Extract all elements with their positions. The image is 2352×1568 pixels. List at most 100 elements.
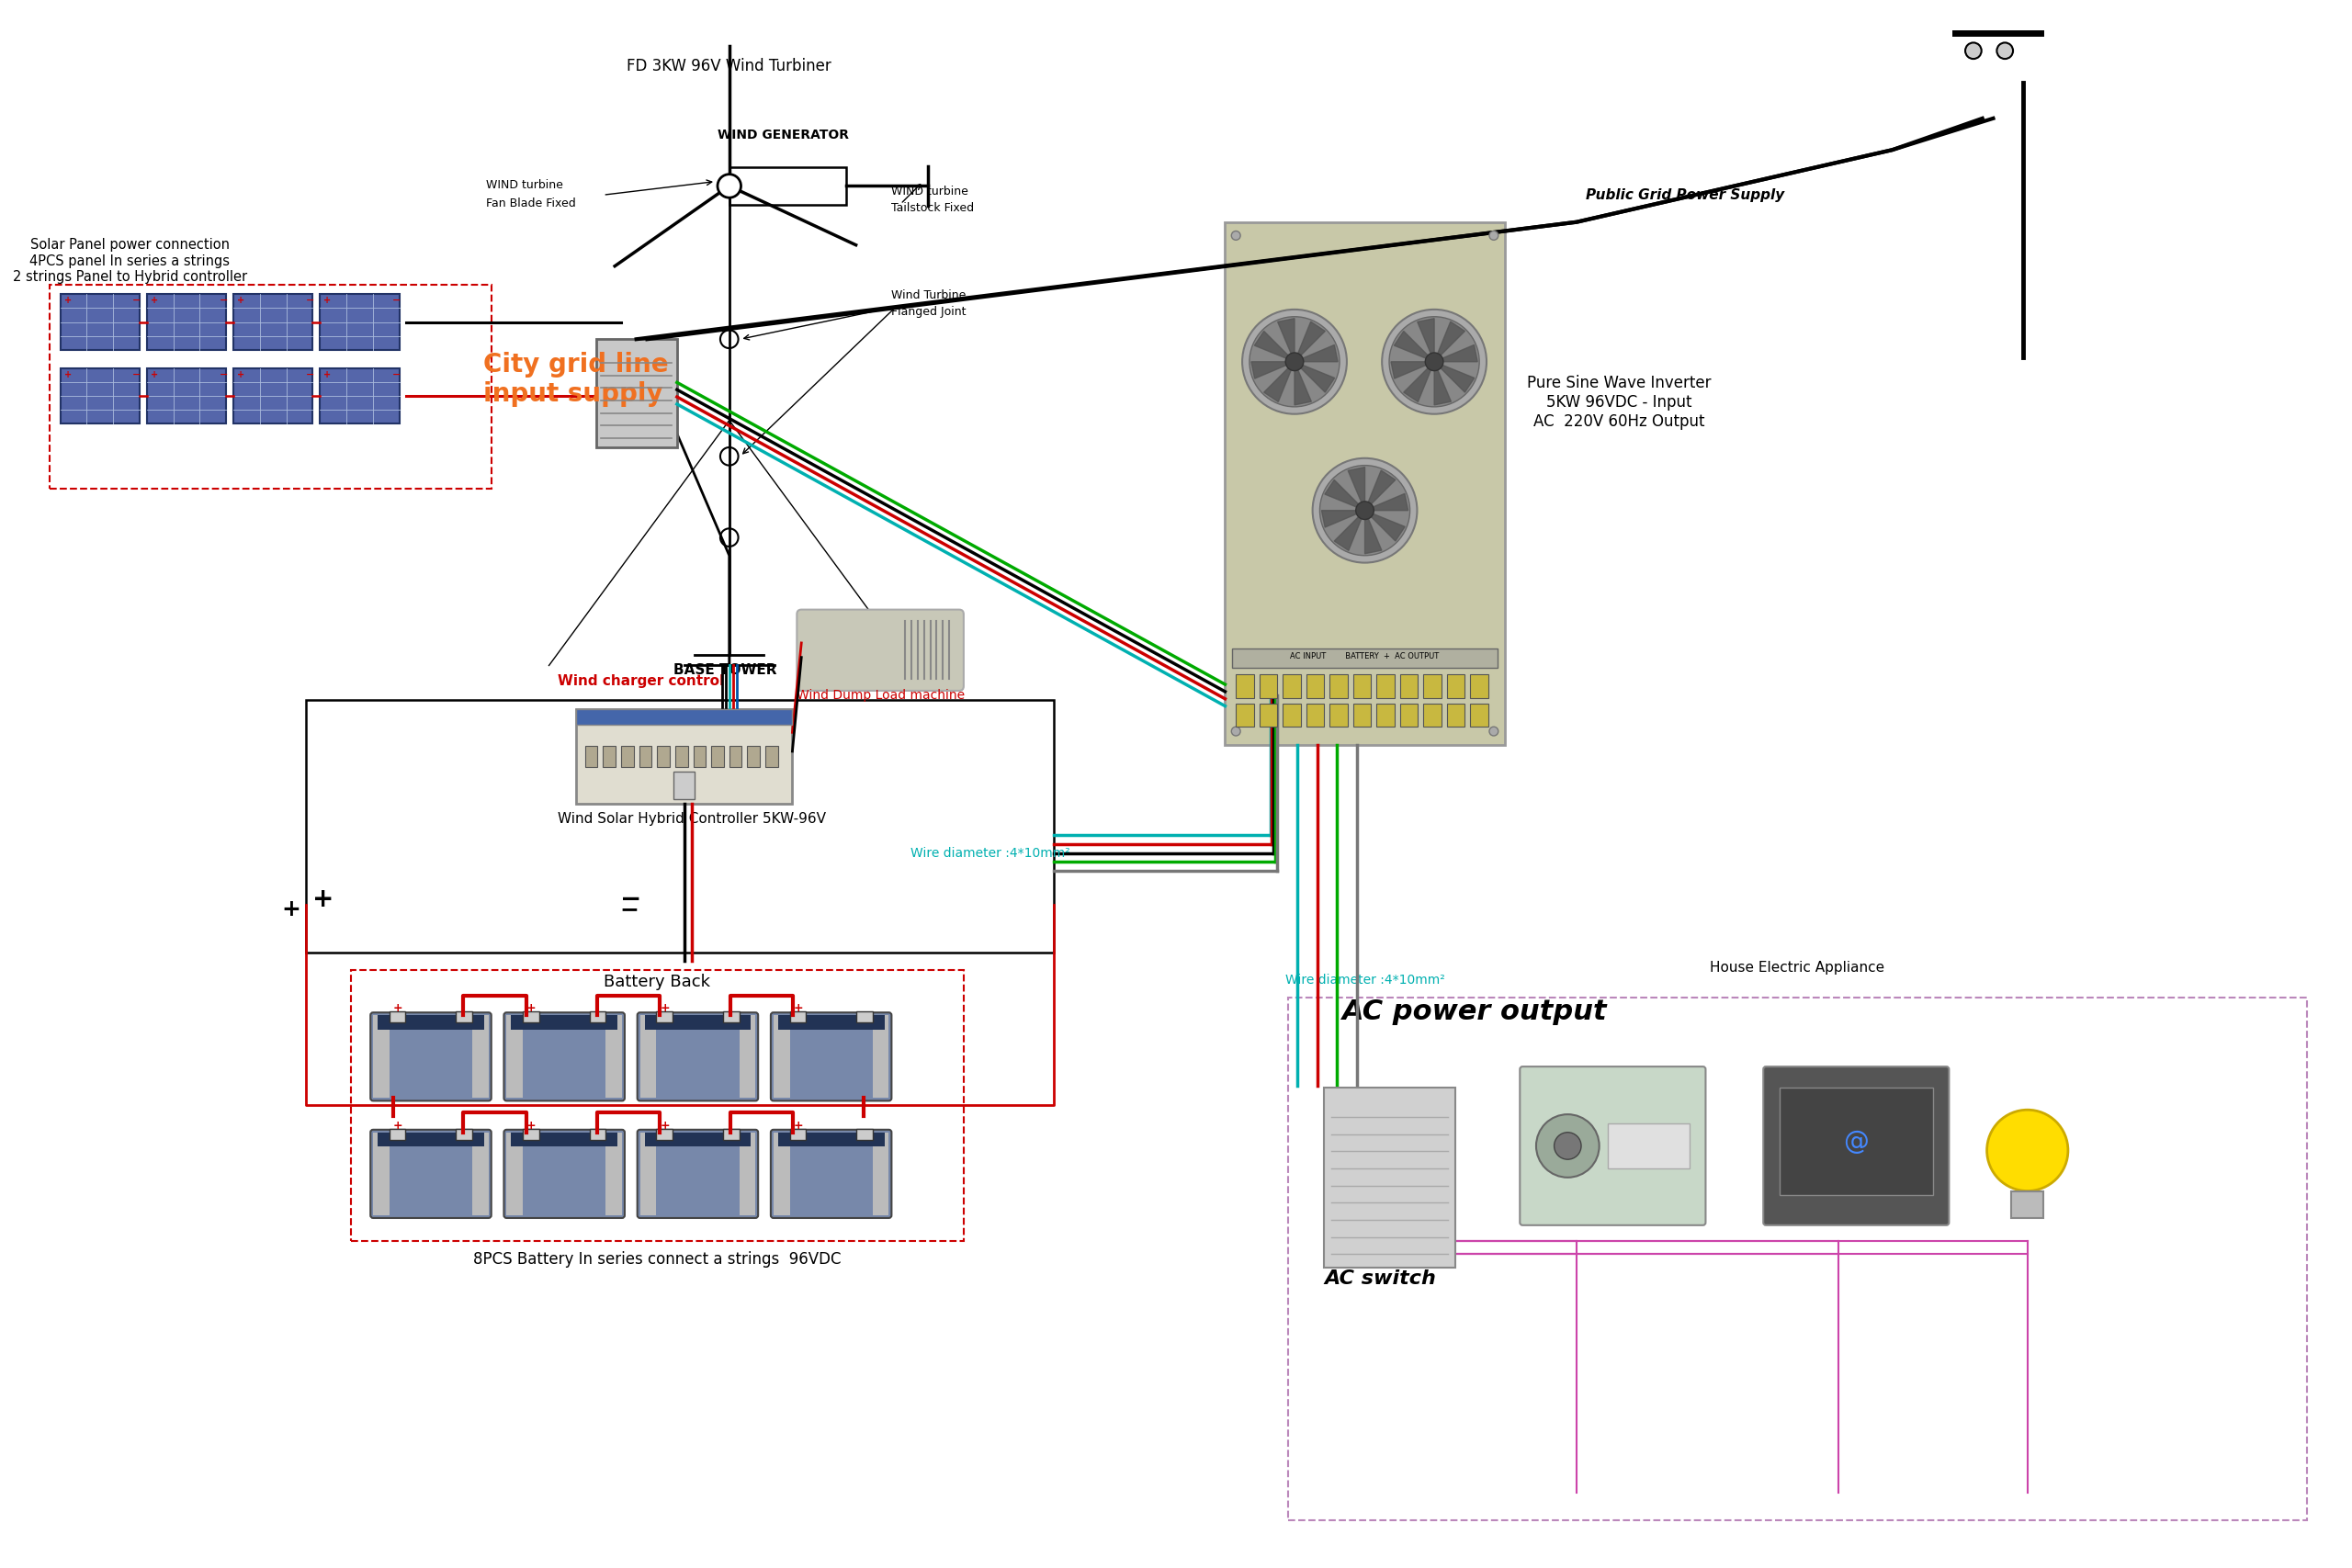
- FancyBboxPatch shape: [873, 1132, 889, 1215]
- Polygon shape: [1439, 364, 1475, 392]
- Circle shape: [1425, 353, 1444, 370]
- FancyBboxPatch shape: [1258, 704, 1277, 726]
- Text: +: +: [313, 887, 334, 913]
- FancyBboxPatch shape: [729, 168, 847, 205]
- Text: +: +: [793, 1002, 802, 1014]
- FancyBboxPatch shape: [1305, 674, 1324, 698]
- FancyBboxPatch shape: [510, 1132, 619, 1146]
- FancyBboxPatch shape: [1780, 1087, 1933, 1195]
- Text: −: −: [621, 898, 640, 920]
- FancyBboxPatch shape: [320, 295, 400, 350]
- Circle shape: [1287, 353, 1303, 370]
- FancyBboxPatch shape: [764, 746, 779, 767]
- FancyBboxPatch shape: [1282, 704, 1301, 726]
- FancyBboxPatch shape: [739, 1014, 755, 1098]
- FancyBboxPatch shape: [456, 1011, 473, 1022]
- Polygon shape: [1301, 345, 1338, 362]
- FancyBboxPatch shape: [644, 1014, 750, 1030]
- Circle shape: [1489, 726, 1498, 735]
- Text: Pure Sine Wave Inverter
5KW 96VDC - Input
AC  220V 60Hz Output: Pure Sine Wave Inverter 5KW 96VDC - Inpu…: [1526, 375, 1712, 430]
- Text: AC switch: AC switch: [1324, 1269, 1437, 1287]
- Text: +: +: [238, 296, 245, 306]
- FancyBboxPatch shape: [873, 1014, 889, 1098]
- Circle shape: [1536, 1115, 1599, 1178]
- Polygon shape: [1251, 362, 1289, 378]
- Circle shape: [1966, 42, 1980, 60]
- Text: −: −: [306, 296, 315, 306]
- FancyBboxPatch shape: [774, 1014, 790, 1098]
- FancyBboxPatch shape: [1399, 704, 1418, 726]
- FancyBboxPatch shape: [503, 1129, 626, 1218]
- Text: +: +: [527, 1002, 536, 1014]
- Text: −: −: [132, 370, 141, 379]
- FancyBboxPatch shape: [390, 1129, 405, 1140]
- Text: Wind charger control: Wind charger control: [557, 674, 724, 688]
- FancyBboxPatch shape: [694, 746, 706, 767]
- FancyBboxPatch shape: [590, 1011, 607, 1022]
- FancyBboxPatch shape: [1329, 704, 1348, 726]
- FancyBboxPatch shape: [771, 1013, 891, 1101]
- FancyBboxPatch shape: [61, 368, 139, 423]
- Circle shape: [1319, 466, 1409, 555]
- FancyBboxPatch shape: [673, 771, 694, 798]
- Circle shape: [720, 528, 739, 547]
- FancyBboxPatch shape: [1235, 704, 1254, 726]
- Text: FD 3KW 96V Wind Turbiner: FD 3KW 96V Wind Turbiner: [628, 58, 833, 74]
- FancyBboxPatch shape: [1305, 704, 1324, 726]
- FancyBboxPatch shape: [379, 1132, 485, 1146]
- FancyBboxPatch shape: [1324, 1087, 1456, 1267]
- FancyBboxPatch shape: [621, 746, 633, 767]
- FancyBboxPatch shape: [1225, 223, 1505, 745]
- FancyBboxPatch shape: [1329, 674, 1348, 698]
- FancyBboxPatch shape: [640, 1014, 656, 1098]
- FancyBboxPatch shape: [390, 1011, 405, 1022]
- Text: Wind Solar Hybrid Controller 5KW-96V: Wind Solar Hybrid Controller 5KW-96V: [557, 812, 826, 826]
- Text: +: +: [661, 1120, 670, 1132]
- FancyBboxPatch shape: [590, 1129, 607, 1140]
- Circle shape: [720, 447, 739, 466]
- Polygon shape: [1437, 321, 1465, 356]
- Circle shape: [1242, 309, 1348, 414]
- FancyBboxPatch shape: [522, 1129, 539, 1140]
- FancyBboxPatch shape: [233, 368, 313, 423]
- FancyBboxPatch shape: [522, 1011, 539, 1022]
- Polygon shape: [1277, 318, 1294, 354]
- Text: −: −: [393, 370, 400, 379]
- FancyBboxPatch shape: [2011, 1192, 2044, 1218]
- Text: +: +: [393, 1120, 402, 1132]
- FancyBboxPatch shape: [320, 368, 400, 423]
- Text: −: −: [393, 296, 400, 306]
- FancyBboxPatch shape: [586, 746, 597, 767]
- Text: −: −: [306, 370, 315, 379]
- Circle shape: [1555, 1132, 1581, 1159]
- Text: +: +: [151, 296, 158, 306]
- FancyBboxPatch shape: [456, 1129, 473, 1140]
- FancyBboxPatch shape: [1423, 674, 1442, 698]
- Text: +: +: [393, 1002, 402, 1014]
- FancyBboxPatch shape: [771, 1129, 891, 1218]
- FancyBboxPatch shape: [774, 1132, 790, 1215]
- Circle shape: [1997, 42, 2013, 60]
- Text: WIND turbine: WIND turbine: [487, 179, 562, 191]
- Text: Battery Back: Battery Back: [604, 974, 710, 989]
- FancyBboxPatch shape: [1446, 704, 1465, 726]
- FancyBboxPatch shape: [379, 1014, 485, 1030]
- Text: −: −: [219, 296, 228, 306]
- Text: Wire diameter :4*10mm²: Wire diameter :4*10mm²: [910, 847, 1070, 861]
- Circle shape: [717, 174, 741, 198]
- FancyBboxPatch shape: [722, 1129, 739, 1140]
- Text: +: +: [151, 370, 158, 379]
- Polygon shape: [1324, 480, 1359, 508]
- FancyBboxPatch shape: [856, 1011, 873, 1022]
- FancyBboxPatch shape: [374, 1014, 390, 1098]
- Text: House Electric Appliance: House Electric Appliance: [1710, 961, 1884, 975]
- Text: AC power output: AC power output: [1343, 999, 1606, 1025]
- Text: AC INPUT        BATTERY  +  AC OUTPUT: AC INPUT BATTERY + AC OUTPUT: [1291, 652, 1439, 660]
- FancyBboxPatch shape: [637, 1013, 757, 1101]
- Circle shape: [1390, 317, 1479, 406]
- FancyBboxPatch shape: [640, 1132, 656, 1215]
- FancyBboxPatch shape: [1764, 1066, 1950, 1225]
- FancyBboxPatch shape: [146, 368, 226, 423]
- FancyBboxPatch shape: [790, 1129, 807, 1140]
- Text: Wind Dump Load machine: Wind Dump Load machine: [795, 688, 964, 701]
